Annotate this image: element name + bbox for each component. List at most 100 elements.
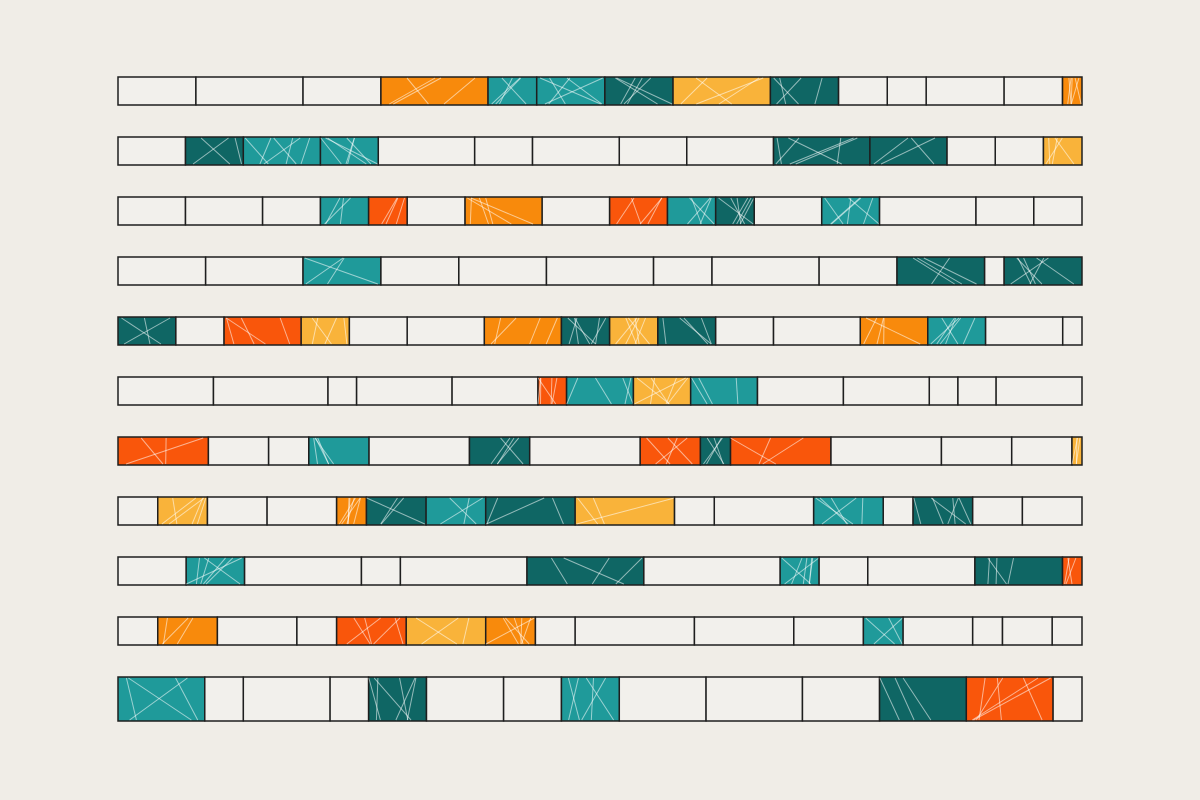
bar-cell-dark-teal [604,76,674,106]
bar-cell-empty [925,76,1005,106]
scratch-line [1065,557,1077,585]
scratch-line [784,557,820,585]
bar-cell-empty [837,76,889,106]
scratch-line [683,317,709,345]
scratch-line [736,197,752,225]
bar-cell-teal [565,376,635,406]
bar-cell-teal [308,436,370,466]
bar-cell-empty [329,676,370,722]
scratch-line [311,317,332,345]
bar-cell-empty [886,76,927,106]
scratch-line [279,317,291,345]
scratch-line [736,197,742,225]
scratch-line [394,617,404,645]
scratch-line [865,317,921,345]
scratch-line [128,677,192,721]
scratch-line [191,497,204,525]
bar-cell-empty [1021,496,1083,526]
bar-cell-empty [175,316,225,346]
bar-cell-light-orange [405,616,487,646]
bar-cell-empty [793,616,865,646]
scratch-line [200,137,231,165]
scratch-line [385,197,399,225]
bar-cell-empty [117,196,187,226]
bar-cell-empty [714,316,775,346]
scratch-line [713,437,724,465]
scratch-line [1023,257,1036,285]
scratch-line [567,317,596,345]
scratch-line [595,317,600,345]
bar-cell-orange [157,616,219,646]
bar-cell-empty [355,376,453,406]
scratch-line [913,497,922,525]
scratch-line [273,137,297,165]
scratch-line [698,377,713,405]
scratch-line [691,197,702,225]
scratch-line [168,497,205,525]
scratch-line [440,497,483,525]
scratch-line [544,77,604,105]
bar-cell-empty [117,496,159,526]
scratch-line [162,617,189,645]
scratch-line [848,197,880,225]
scratch-line [529,317,541,345]
scratch-line [325,197,341,225]
scratch-line [773,77,799,105]
bar-cell-empty [711,256,820,286]
scratch-line [347,137,355,165]
bar-cell-empty [971,616,1004,646]
bar-cell-empty [348,316,408,346]
bar-cell-empty [261,196,322,226]
bar-row [117,556,1083,586]
scratch-line [646,437,671,465]
bar-cell-empty [928,376,959,406]
scratch-line [691,377,708,405]
scratch-line [626,77,643,105]
scratch-line [936,317,955,345]
scratch-line [311,317,319,345]
scratch-line [939,317,962,345]
bar-cell-empty [545,256,655,286]
bar-row [117,76,1083,106]
scratch-line [549,77,566,105]
bar-cell-empty [971,496,1024,526]
bar-cell-empty [377,136,476,166]
scratch-line [631,197,642,225]
scratch-line [314,437,335,465]
scratch-line [395,197,405,225]
scratch-line [406,677,417,721]
bar-cell-empty [830,436,943,466]
bar-cell-dark-teal [184,136,245,166]
bar-cell-empty [117,136,187,166]
bar-cell-empty [705,676,804,722]
bar-cell-empty [502,676,563,722]
scratch-line [399,677,409,721]
bar-cell-empty [212,376,329,406]
bar-cell-empty [117,556,187,586]
scratch-line [880,137,936,165]
scratch-line [1071,437,1078,465]
scratch-line [788,137,842,165]
scratch-line [486,497,499,525]
scratch-line [730,437,777,465]
bar-cell-empty [940,436,1013,466]
bar-row [117,196,1083,226]
bar-cell-empty [902,616,974,646]
scratch-line [577,497,599,525]
scratch-line [125,677,137,721]
scratch-line [513,617,524,645]
bar-cell-red-orange [1061,556,1083,586]
bar-cell-empty [1003,76,1064,106]
scratch-line [366,497,426,525]
scratch-line [667,437,693,465]
scratch-line [779,77,787,105]
scratch-line [625,317,640,345]
scratch-line [873,617,903,645]
scratch-line [776,137,782,165]
scratch-line [347,497,351,525]
scratch-line [566,77,603,105]
scratch-line [346,617,381,645]
bar-cell-empty [878,196,977,226]
scratch-line [443,77,476,105]
scratch-line [324,317,337,345]
